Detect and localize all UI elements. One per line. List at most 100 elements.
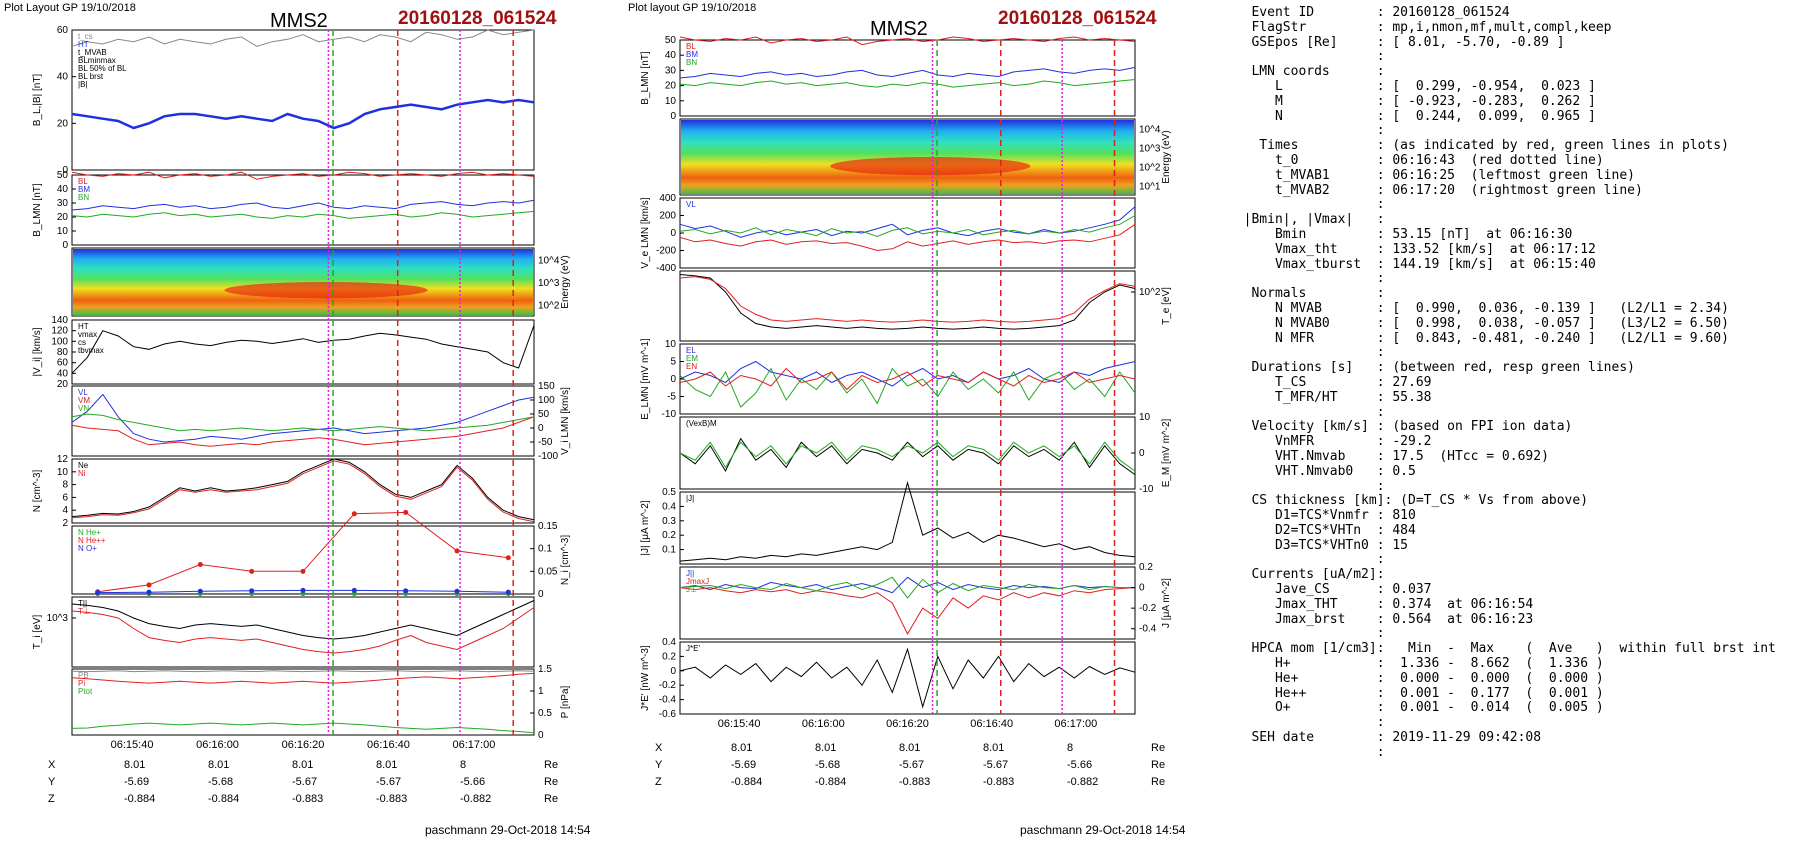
ylabel: B_LMN [nT] [32, 183, 43, 237]
legend-entry: T|| [78, 599, 87, 608]
ytick-label: 10^3 [47, 613, 69, 624]
series-jm [679, 587, 1136, 635]
legend-entry: VL [78, 388, 88, 397]
left-header: Plot Layout GP 19/10/2018 [4, 2, 136, 14]
legend-entry: Ne [78, 461, 89, 470]
ytick-label: -10 [1139, 484, 1154, 495]
table-unit: Re [1151, 776, 1166, 788]
table-cell: -5.68 [815, 759, 841, 771]
spectrogram-image [73, 249, 533, 315]
legend-entry: BL [686, 42, 696, 51]
ytick-label: -50 [538, 437, 553, 448]
legend-entry: N He++ [78, 536, 106, 545]
ylabel: N_i [cm^-3] [560, 535, 571, 585]
legend-entry: cs [78, 338, 86, 347]
ytick-label: 0 [538, 730, 544, 741]
data-point [146, 582, 152, 588]
legend-entry: BM [686, 50, 698, 59]
series-t- [679, 276, 1136, 323]
ytick-label: 6 [62, 492, 68, 503]
legend-entry: BL [78, 177, 88, 186]
table-cell: -0.883 [292, 793, 324, 805]
ytick-label: 200 [659, 211, 676, 222]
ytick-label: 10^2 [1139, 163, 1161, 174]
ytick-label: 0 [1139, 583, 1145, 594]
left-position-table: X 8.01 8.01 8.01 8.01 8 Re Y -5.69 -5.68 -5.67 -5.6… [0, 0, 620, 805]
table-cell: -5.69 [124, 776, 150, 788]
ytick-label: 10^4 [538, 255, 560, 266]
panel-left-Ti: 10^3 T_i [eV] T||T⊥ [32, 596, 535, 668]
series-t- [71, 607, 535, 654]
table-cell: -0.884 [208, 793, 240, 805]
panel-mid-J: 0.1 0.2 0.3 0.4 0.5 |J| [μA m^-2] |J| [640, 480, 1136, 565]
table-unit: Re [1151, 759, 1166, 771]
table-cell: 8.01 [731, 742, 753, 754]
xtick-label: 06:15:40 [111, 739, 154, 751]
ytick-label: 140 [51, 315, 68, 326]
ytick-label: 10 [665, 339, 677, 350]
ytick-label: 0 [670, 111, 676, 122]
legend-entry: BM [78, 185, 90, 194]
xtick-label: 06:15:40 [718, 718, 761, 730]
legend-entry: BL brst [78, 72, 104, 81]
ytick-label: 100 [51, 336, 68, 347]
ytick-label: 2 [62, 518, 68, 529]
ytick-label: 10 [57, 226, 69, 237]
left-footer: paschmann 29-Oct-2018 14:54 [425, 823, 591, 837]
xtick-label: 06:16:40 [367, 739, 410, 751]
ytick-label: 10^2 [538, 301, 560, 312]
table-cell: 8.01 [376, 759, 398, 771]
table-cell: -5.68 [208, 776, 234, 788]
series-ne [71, 460, 535, 523]
series--vexb-m [679, 437, 1136, 476]
data-point [249, 588, 255, 594]
ytick-label: 0 [670, 374, 676, 385]
ylabel: T_i [eV] [32, 615, 43, 650]
table-cell: 8 [1067, 742, 1074, 754]
ytick-label: 0.1 [538, 544, 552, 555]
panel-frame [679, 566, 1136, 640]
ytick-label: 120 [51, 326, 68, 337]
series-bm [71, 199, 535, 211]
legend-entry: J*E' [686, 644, 700, 653]
ytick-label: 40 [57, 72, 69, 83]
series-vm [679, 223, 1136, 252]
data-point [351, 587, 357, 593]
legend-entry: HT [78, 322, 89, 331]
ylabel: V_i LMN [km/s] [560, 387, 571, 455]
table-cell: 8.01 [124, 759, 146, 771]
data-point [300, 587, 306, 593]
spectrogram-hotspot [830, 157, 1031, 176]
table-cell: -0.884 [815, 776, 847, 788]
ytick-label: -400 [656, 263, 676, 274]
ytick-label: 10^3 [538, 278, 560, 289]
ytick-label: 10 [1139, 412, 1151, 423]
series-em [679, 367, 1136, 408]
ylabel: T_e [eV] [1161, 287, 1172, 325]
ylabel: P [nPa] [560, 685, 571, 718]
legend-entry: JmaxJ [686, 577, 709, 586]
table-cell: -0.883 [899, 776, 931, 788]
data-point [454, 548, 460, 554]
legend-entry: VL [686, 200, 696, 209]
ytick-label: -0.4 [1139, 624, 1157, 635]
legend-entry: N He+ [78, 528, 101, 537]
ytick-label: 0.2 [1139, 562, 1153, 573]
series--j- [679, 480, 1136, 562]
ytick-label: 0 [538, 589, 544, 600]
series-ptot [71, 670, 535, 673]
ytick-label: 20 [665, 81, 677, 92]
series-jn [679, 576, 1135, 599]
left-spacecraft-title: MMS2 [270, 10, 328, 32]
ytick-label: 0.15 [538, 521, 558, 532]
ylabel: E_LMN [mV m^-1] [640, 338, 651, 420]
legend-entry: |B| [78, 80, 88, 89]
ytick-label: 0.1 [662, 545, 676, 556]
ytick-label: 5 [670, 357, 676, 368]
table-cell: 8.01 [983, 742, 1005, 754]
table-cell: -5.66 [460, 776, 486, 788]
